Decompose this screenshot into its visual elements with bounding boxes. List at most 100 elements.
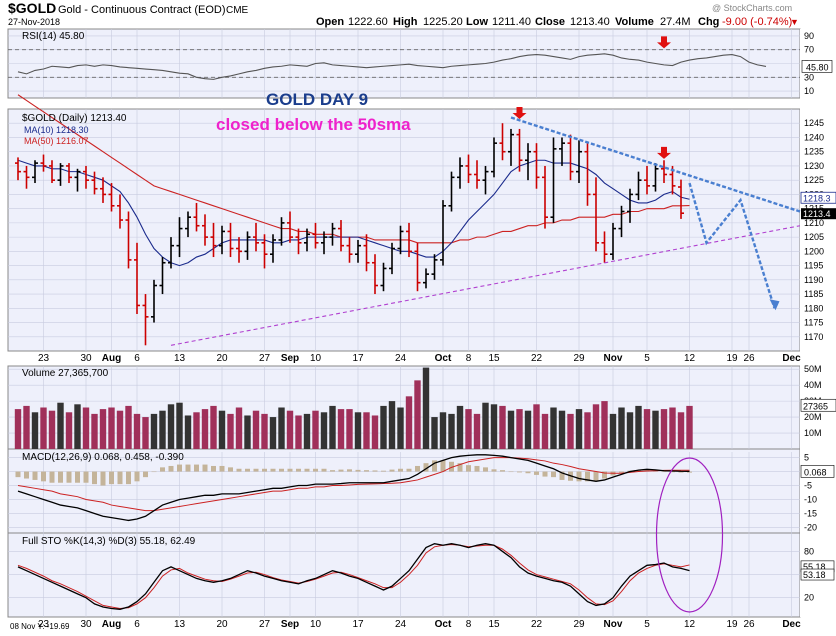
price-bar [465,154,472,184]
macd-histogram-bar [24,471,29,479]
price-bar [533,143,540,189]
macd-histogram-bar [313,468,318,472]
y-tick-label: 80 [804,546,814,556]
annotation-subtitle: closed below the 50sma [216,115,411,134]
x-tick-label: 20 [216,353,228,364]
volume-bar [252,410,260,449]
x-tick-label-bottom: Sep [281,619,299,630]
macd-histogram-bar [542,471,548,477]
macd-histogram-bar [483,467,488,472]
volume-bar [295,415,302,449]
macd-histogram-bar [500,470,505,472]
y-tick-label: 10M [804,428,822,438]
volume-bar [465,409,472,449]
macd-histogram-bar [126,471,131,485]
macd-histogram-bar [449,461,454,472]
price-bar [159,257,166,295]
ma10-line [17,159,690,267]
macd-histogram-bar [75,471,80,483]
price-bar [457,157,463,189]
macd-histogram-bar [219,465,225,472]
volume-bar [414,380,421,449]
ohlc-summary: Open 1222.60 High 1225.20 Low 1211.40 Cl… [316,16,799,28]
macd-histogram-bar [32,471,38,480]
x-tick-label-bottom: 10 [310,619,322,630]
macd-legend: MACD(12,26,9) 0.068, 0.458, -0.390 [22,452,184,463]
volume-bar [23,405,30,449]
macd-histogram-bar [525,471,531,474]
macd-histogram-bar [321,468,327,472]
x-tick-label: 13 [174,353,186,364]
price-bar [516,128,523,172]
y-tick-label: 1205 [804,232,824,242]
volume-bar [422,367,430,449]
price-bar [448,171,455,212]
projected-path [688,182,776,309]
macd-histogram-bar [304,468,310,472]
volume-bar [363,412,370,449]
volume-bar [660,409,668,449]
macd-histogram-bar [262,468,267,472]
x-tick-label-bottom: 27 [259,619,271,630]
price-bar [440,200,446,266]
volume-bar [312,410,319,449]
volume-bar [48,410,56,449]
y-tick-label: 1200 [804,246,824,256]
macd-histogram-bar [211,465,216,472]
price-bar [236,237,242,263]
rsi-value-label: 45.80 [806,62,829,72]
grid [8,29,800,617]
y-tick-label: 50M [804,364,822,374]
volume-bar [380,405,387,449]
macd-histogram-bar [100,471,106,486]
macd-histogram-bar [687,471,692,473]
low-value: 1211.40 [492,16,531,28]
volume-bar [397,407,404,449]
volume-bar [133,413,141,449]
macd-histogram-bar [253,468,259,472]
price-bar [491,137,497,178]
panel-frames [7,28,801,618]
peak-arrow-icon [512,106,527,119]
volume-bar [320,412,328,449]
macd-histogram-bar [279,468,284,472]
price-bar [312,222,319,249]
open-value: 1222.60 [348,16,388,28]
volume-bar [643,409,651,449]
close-value: 1213.40 [570,16,610,28]
macd-signal-line [17,457,690,512]
volume-bar [677,412,685,449]
volume-bar [499,405,506,449]
volume-bar [388,401,396,449]
y-tick-label: 1225 [804,175,824,185]
macd-histogram-bar [15,471,21,478]
macd-histogram-bar [415,465,420,472]
price-bar [40,154,47,172]
volume-bar [116,410,124,449]
x-tick-label-bottom: 8 [466,619,472,630]
volume-bar [567,413,574,449]
volume-bar [57,402,64,449]
volume-bar [329,405,336,449]
y-tick-label: 1245 [804,118,824,128]
close-price-label: 1213.4 [803,209,831,219]
price-bar [363,234,370,272]
y-tick-label: 1230 [804,161,824,171]
y-tick-label: 1170 [804,332,823,342]
price-bar [15,157,21,181]
macd-histogram-bar [534,471,539,475]
projection-arrowhead [769,299,780,311]
symbol: $GOLD [8,0,56,16]
macd-value-label: 0.068 [804,467,827,477]
peak-arrow-icon [657,146,671,159]
price-bar [151,279,157,323]
volume-bar [473,413,481,449]
volume-bar [176,402,183,449]
macd-panel [7,448,801,534]
chart-marks [14,36,801,613]
support-trendline [170,225,801,346]
macd-histogram-bar [670,471,675,473]
x-tick-label-bottom: 29 [573,619,585,630]
volume-bar [609,413,617,449]
price-bar [525,143,531,181]
